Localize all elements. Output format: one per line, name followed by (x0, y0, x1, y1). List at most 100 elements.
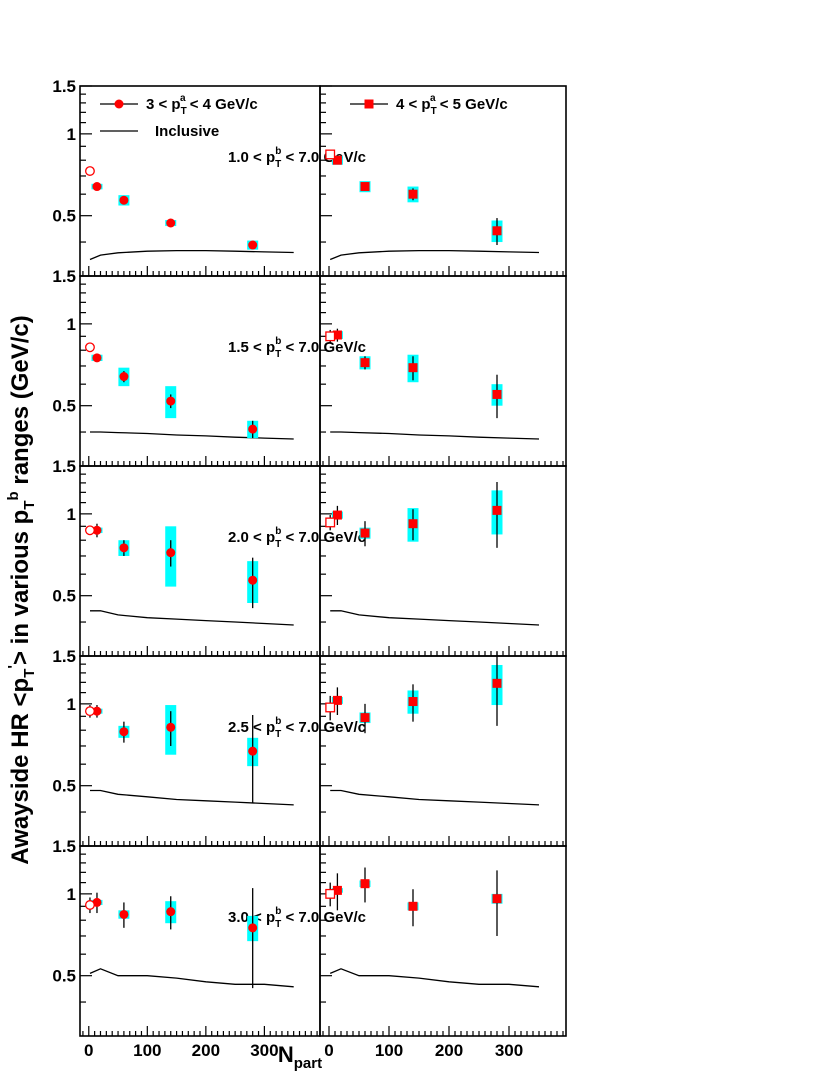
inclusive-curve (330, 789, 540, 806)
legend-inclusive-label: Inclusive (155, 123, 219, 140)
y-axis-title-sub1: T (21, 669, 38, 678)
panel-row-2: 1.5 < pTb < 7.0 GeV/c 0.5 1 1.5 (52, 267, 567, 467)
legend-right-pre: 4 < p (396, 96, 431, 113)
data-point (492, 505, 502, 515)
panel-row-5: 3.0 < pTb < 7.0 GeV/c0.511.5 (52, 837, 567, 1037)
x-tick-label: 0 (324, 1041, 333, 1060)
panel-frame (319, 465, 567, 657)
row-label-part: 1.5 < p (228, 339, 275, 356)
panel-frame (79, 465, 321, 657)
legend-left-post: < 4 GeV/c (186, 96, 258, 113)
data-point (332, 695, 342, 705)
x-tick-label: 200 (192, 1041, 220, 1060)
panel-2-1: 0.5 1 1.5 (52, 267, 321, 467)
y-tick-label: 0.5 (52, 207, 76, 226)
data-point (332, 510, 342, 520)
y-tick-label: 1.5 (52, 267, 76, 286)
legend-right-label: 4 < pTa < 5 GeV/c (396, 93, 508, 117)
row-label-2: 1.5 < pTb < 7.0 GeV/c (228, 336, 366, 360)
row-label-part: T (275, 539, 281, 550)
inclusive-curve (329, 968, 540, 988)
y-axis-title-sub2: T (21, 500, 38, 509)
y-tick-label: 0.5 (52, 587, 76, 606)
data-point (332, 155, 342, 165)
legend-entry-right: 4 < pTa < 5 GeV/c (350, 93, 508, 117)
row-label-4: 2.5 < pTb < 7.0 GeV/c (228, 716, 366, 740)
data-point (332, 330, 342, 340)
row-label-part: < 7.0 GeV/c (281, 719, 366, 736)
data-point (92, 182, 102, 192)
open-data-point (85, 525, 95, 536)
y-tick-label: 1 (67, 885, 76, 904)
legend-left-pre: 3 < p (146, 96, 181, 113)
panel-frame (319, 85, 567, 277)
inclusive-curve (90, 789, 294, 806)
data-point (92, 525, 102, 535)
inclusive-curve (90, 431, 294, 440)
panel-frame (319, 655, 567, 847)
x-tick-label: 300 (495, 1041, 523, 1060)
row-label-part: < 7.0 GeV/c (281, 149, 366, 166)
panel-3-2 (319, 465, 567, 657)
data-point (360, 713, 370, 723)
data-point (119, 372, 129, 382)
row-label-part: b (275, 906, 281, 917)
row-label-part: b (275, 336, 281, 347)
data-point (408, 901, 418, 911)
data-point (248, 575, 258, 585)
data-point (408, 697, 418, 707)
x-tick-label: 0 (84, 1041, 93, 1060)
row-label-part: T (275, 919, 281, 930)
inclusive-curve (89, 249, 294, 261)
row-label-part: b (275, 146, 281, 157)
legend-entry-inclusive: Inclusive (100, 123, 219, 140)
data-point (492, 389, 502, 399)
row-label-part: b (275, 716, 281, 727)
row-label-part: 1.0 < p (228, 149, 275, 166)
y-tick-label: 1 (67, 315, 76, 334)
panel-4-1: 0.5 1 1.5 (52, 647, 321, 847)
row-label-part: 2.0 < p (228, 529, 275, 546)
panel-3-1: 0.5 1 1.5 (52, 457, 321, 657)
data-point (248, 240, 258, 250)
y-axis-title-sup1: ' (5, 665, 22, 669)
inclusive-curve (90, 610, 294, 626)
data-point (166, 548, 176, 558)
panel-1-2 (319, 85, 567, 277)
data-point (492, 678, 502, 688)
data-point (408, 363, 418, 373)
row-label-part: b (275, 526, 281, 537)
data-point (492, 226, 502, 236)
y-tick-label: 1.5 (52, 837, 76, 856)
panel-frame (319, 845, 567, 1037)
row-label-1: 1.0 < pTb < 7.0 GeV/c (228, 146, 366, 170)
x-axis-title-sub: part (294, 1055, 322, 1072)
panel-5-1: 0.5 1 1.5 (52, 837, 321, 1037)
row-label-part: 2.5 < p (228, 719, 275, 736)
x-axis-title: Npart (278, 1042, 322, 1072)
y-tick-label: 0.5 (52, 397, 76, 416)
data-point (408, 519, 418, 529)
x-axis-title-main: N (278, 1042, 294, 1067)
row-label-part: T (275, 159, 281, 170)
x-tick-label: 200 (435, 1041, 463, 1060)
open-data-point (325, 331, 336, 342)
panel-frame (79, 275, 321, 467)
data-point (166, 722, 176, 732)
legend-entry-left: 3 < pTa < 4 GeV/c (100, 93, 258, 117)
y-axis-title-main: Awayside HR <p (7, 678, 34, 865)
panel-row-3: 2.0 < pTb < 7.0 GeV/c 0.5 1 1.5 (52, 457, 567, 657)
x-tick-label: 100 (375, 1041, 403, 1060)
row-label-3: 2.0 < pTb < 7.0 GeV/c (228, 526, 366, 550)
panel-frame (319, 275, 567, 467)
open-data-point (85, 900, 95, 910)
data-point (92, 706, 102, 716)
open-data-point (325, 149, 336, 160)
x-tick-label: 300 (250, 1041, 278, 1060)
data-point (360, 528, 370, 538)
data-point (408, 189, 418, 199)
legend-left-label: 3 < pTa < 4 GeV/c (146, 93, 258, 117)
open-data-point (325, 888, 336, 899)
